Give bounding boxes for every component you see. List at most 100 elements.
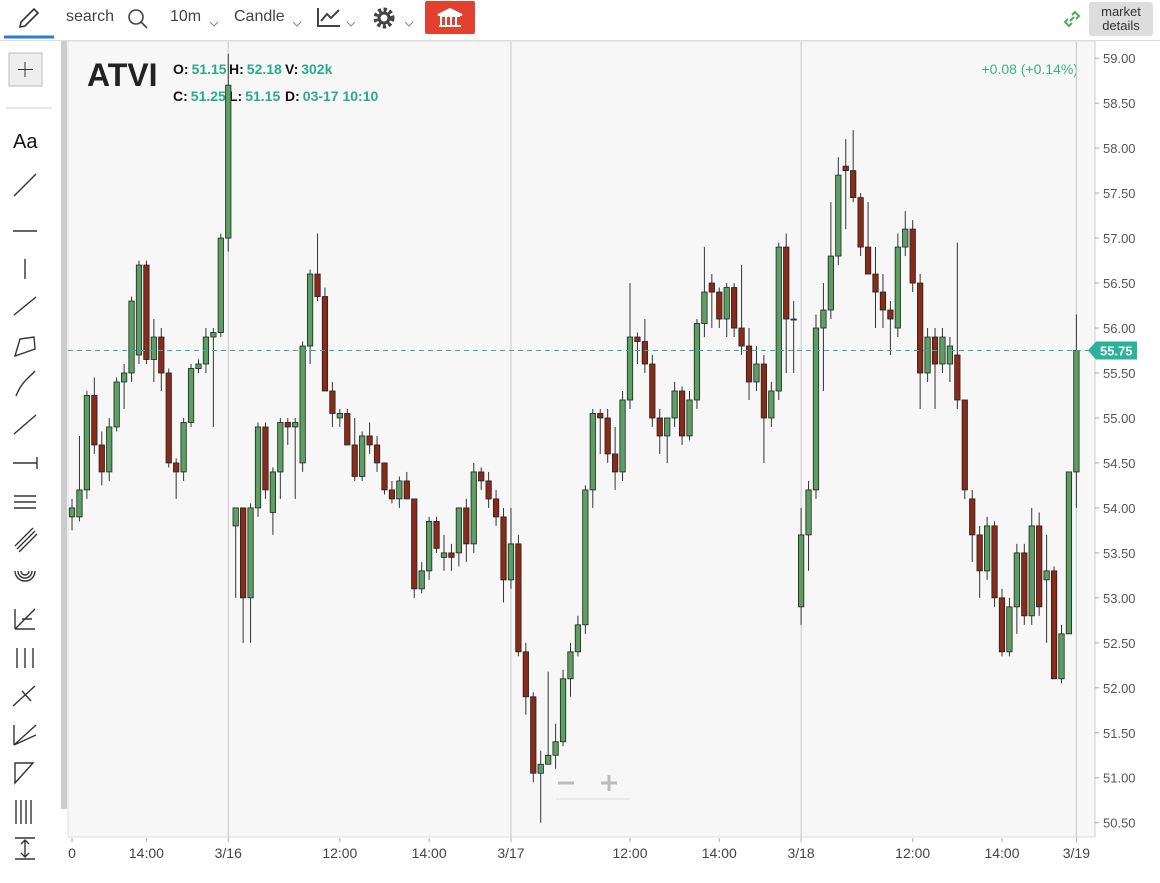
candle-body (634, 336, 641, 342)
candle-body (1043, 570, 1050, 581)
candle-body (247, 507, 254, 599)
x-tick-label: 12:00 (322, 845, 357, 861)
candle-body (731, 287, 738, 329)
candle-body (455, 507, 462, 554)
candle-body (232, 507, 239, 527)
text-tool[interactable]: Aa (13, 131, 38, 153)
candle-body (864, 246, 872, 275)
candle-body (835, 174, 842, 257)
y-tick-label: 54.50 (1103, 456, 1136, 471)
candle-body (827, 255, 834, 311)
candle-body (1073, 350, 1080, 473)
candle-body (448, 552, 455, 558)
y-tick-label: 50.50 (1103, 816, 1136, 831)
candle-body (277, 422, 284, 473)
candle-body (649, 363, 656, 419)
candle-body (381, 462, 388, 491)
candle-body (187, 368, 195, 423)
legend-value: 51.15 (245, 88, 280, 104)
candle-body (589, 413, 596, 491)
candle-body (1006, 606, 1013, 653)
x-tick-label: 14:00 (129, 845, 164, 861)
interval-select[interactable]: 10m (170, 8, 202, 25)
y-tick-label: 52.00 (1103, 681, 1136, 696)
toolbar: search 10m Candle market details (0, 0, 1160, 41)
candle-body (768, 390, 775, 419)
indicator-button[interactable] (317, 8, 340, 27)
candle-body (500, 516, 507, 581)
candle-body (492, 498, 500, 518)
candle-body (530, 696, 537, 774)
candle-body (745, 345, 753, 383)
search-icon[interactable] (126, 7, 150, 31)
candle-body (924, 336, 931, 374)
legend-value: 302k (301, 61, 332, 77)
candle-body (180, 422, 187, 473)
last-price-label: 55.75 (1100, 344, 1133, 359)
y-tick-label: 57.00 (1103, 231, 1136, 246)
candle-body (812, 327, 820, 491)
drawing-tools: Aa (0, 41, 67, 878)
zoom-in[interactable] (601, 775, 617, 791)
candle-body (842, 165, 849, 172)
candle-body (984, 525, 991, 572)
chart-style-select[interactable]: Candle (234, 8, 285, 25)
candle-body (426, 520, 433, 572)
candle-body (857, 197, 864, 248)
candle-body (939, 336, 946, 365)
link-icon[interactable] (1062, 9, 1082, 29)
candle-body (574, 624, 582, 653)
candle-body (678, 390, 686, 437)
candle-body (626, 336, 634, 401)
x-tick-label: 14:00 (412, 845, 447, 861)
zoom-controls (556, 775, 630, 800)
candle-body (195, 363, 202, 369)
x-tick-label: 0 (68, 845, 76, 861)
search-input[interactable]: search (66, 8, 115, 25)
candle-body (210, 332, 217, 338)
candle-body (998, 597, 1006, 653)
candle-body (158, 336, 165, 374)
x-tick-label: 14:00 (702, 845, 737, 861)
candle-body (567, 651, 574, 680)
market-details-button[interactable]: market details (1089, 2, 1153, 36)
candle-body (969, 498, 976, 536)
candle-body (760, 363, 768, 419)
candle-body (83, 395, 90, 491)
candle-body (917, 282, 924, 374)
y-tick-label: 51.00 (1103, 771, 1136, 786)
candle-body (284, 422, 291, 428)
candle-body (1050, 570, 1058, 680)
candle-body (68, 507, 76, 518)
candle-body (753, 363, 760, 383)
broker-button[interactable] (425, 1, 475, 34)
candle-body (775, 246, 782, 392)
candle-body (478, 471, 485, 482)
candle-body (485, 480, 492, 500)
candle-body (120, 372, 128, 383)
toolbar-icons (209, 1, 475, 34)
legend-label: C: (173, 88, 188, 104)
candle-body (537, 763, 544, 774)
legend-label: V: (285, 61, 298, 77)
candle-body (686, 399, 693, 437)
y-tick-label: 59.00 (1103, 51, 1136, 66)
candle-body (612, 453, 619, 473)
y-tick-label: 52.50 (1103, 636, 1136, 651)
candle-body (269, 471, 276, 513)
candle-body (321, 296, 329, 392)
y-tick-label: 53.00 (1103, 591, 1136, 606)
candle-body (664, 417, 671, 437)
legend-label: O: (173, 61, 189, 77)
candle-body (1028, 525, 1035, 617)
candle-body (433, 520, 440, 549)
draw-tool-button[interactable] (0, 0, 60, 40)
candle-body (708, 282, 715, 293)
candle-body (91, 395, 98, 446)
legend-label: L: (229, 88, 242, 104)
x-tick-label: 3/17 (497, 845, 524, 861)
settings-button[interactable] (373, 7, 395, 29)
candle-body (946, 345, 954, 365)
candle-body (299, 345, 306, 464)
